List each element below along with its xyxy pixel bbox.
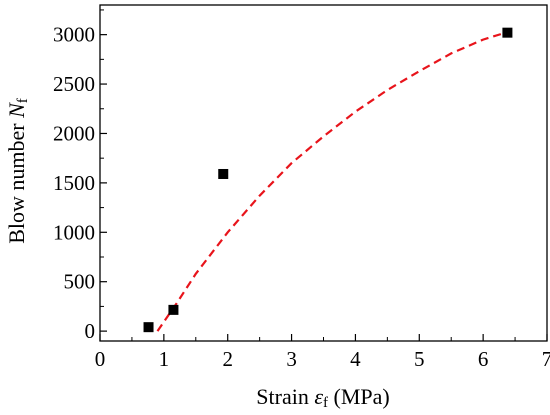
- y-axis-title-symbol: N: [4, 102, 29, 119]
- x-tick-label: 5: [414, 347, 425, 371]
- y-axis-title: Blow number Nf: [4, 98, 31, 244]
- x-axis-title-symbol: ε: [314, 384, 323, 409]
- fit-curve: [156, 30, 510, 332]
- x-tick-label: 4: [350, 347, 361, 371]
- y-tick-label: 500: [64, 270, 96, 294]
- y-axis-title-prefix: Blow number: [4, 118, 29, 244]
- y-tick-label: 3000: [53, 23, 95, 47]
- x-tick-label: 7: [542, 347, 550, 371]
- y-tick-label: 0: [85, 319, 96, 343]
- y-tick-label: 1500: [53, 171, 95, 195]
- fit-curve-layer: [156, 30, 510, 332]
- y-axis-ticks: 0 500 1000 1500 2000 2500 3000: [53, 9, 107, 343]
- y-axis-title-subscript: f: [15, 98, 31, 103]
- x-axis-title-suffix: (MPa): [328, 384, 390, 409]
- data-point: [143, 322, 154, 333]
- y-tick-label: 2500: [53, 72, 95, 96]
- y-tick-label: 1000: [53, 220, 95, 244]
- y-tick-label: 2000: [53, 121, 95, 145]
- x-tick-label: 2: [222, 347, 233, 371]
- x-axis-ticks: 0 1 2 3 4 5 6 7: [95, 334, 550, 371]
- data-point: [502, 27, 513, 38]
- x-axis-title: Strain εf (MPa): [256, 384, 389, 411]
- plot-frame: [99, 4, 548, 342]
- data-points-layer: [143, 27, 513, 333]
- data-point: [168, 304, 179, 315]
- x-tick-label: 6: [478, 347, 489, 371]
- x-axis-title-subscript: f: [323, 395, 328, 411]
- x-tick-label: 1: [159, 347, 170, 371]
- data-point: [218, 168, 229, 179]
- x-tick-label: 3: [286, 347, 297, 371]
- x-tick-label: 0: [95, 347, 106, 371]
- x-axis-title-prefix: Strain: [256, 384, 314, 409]
